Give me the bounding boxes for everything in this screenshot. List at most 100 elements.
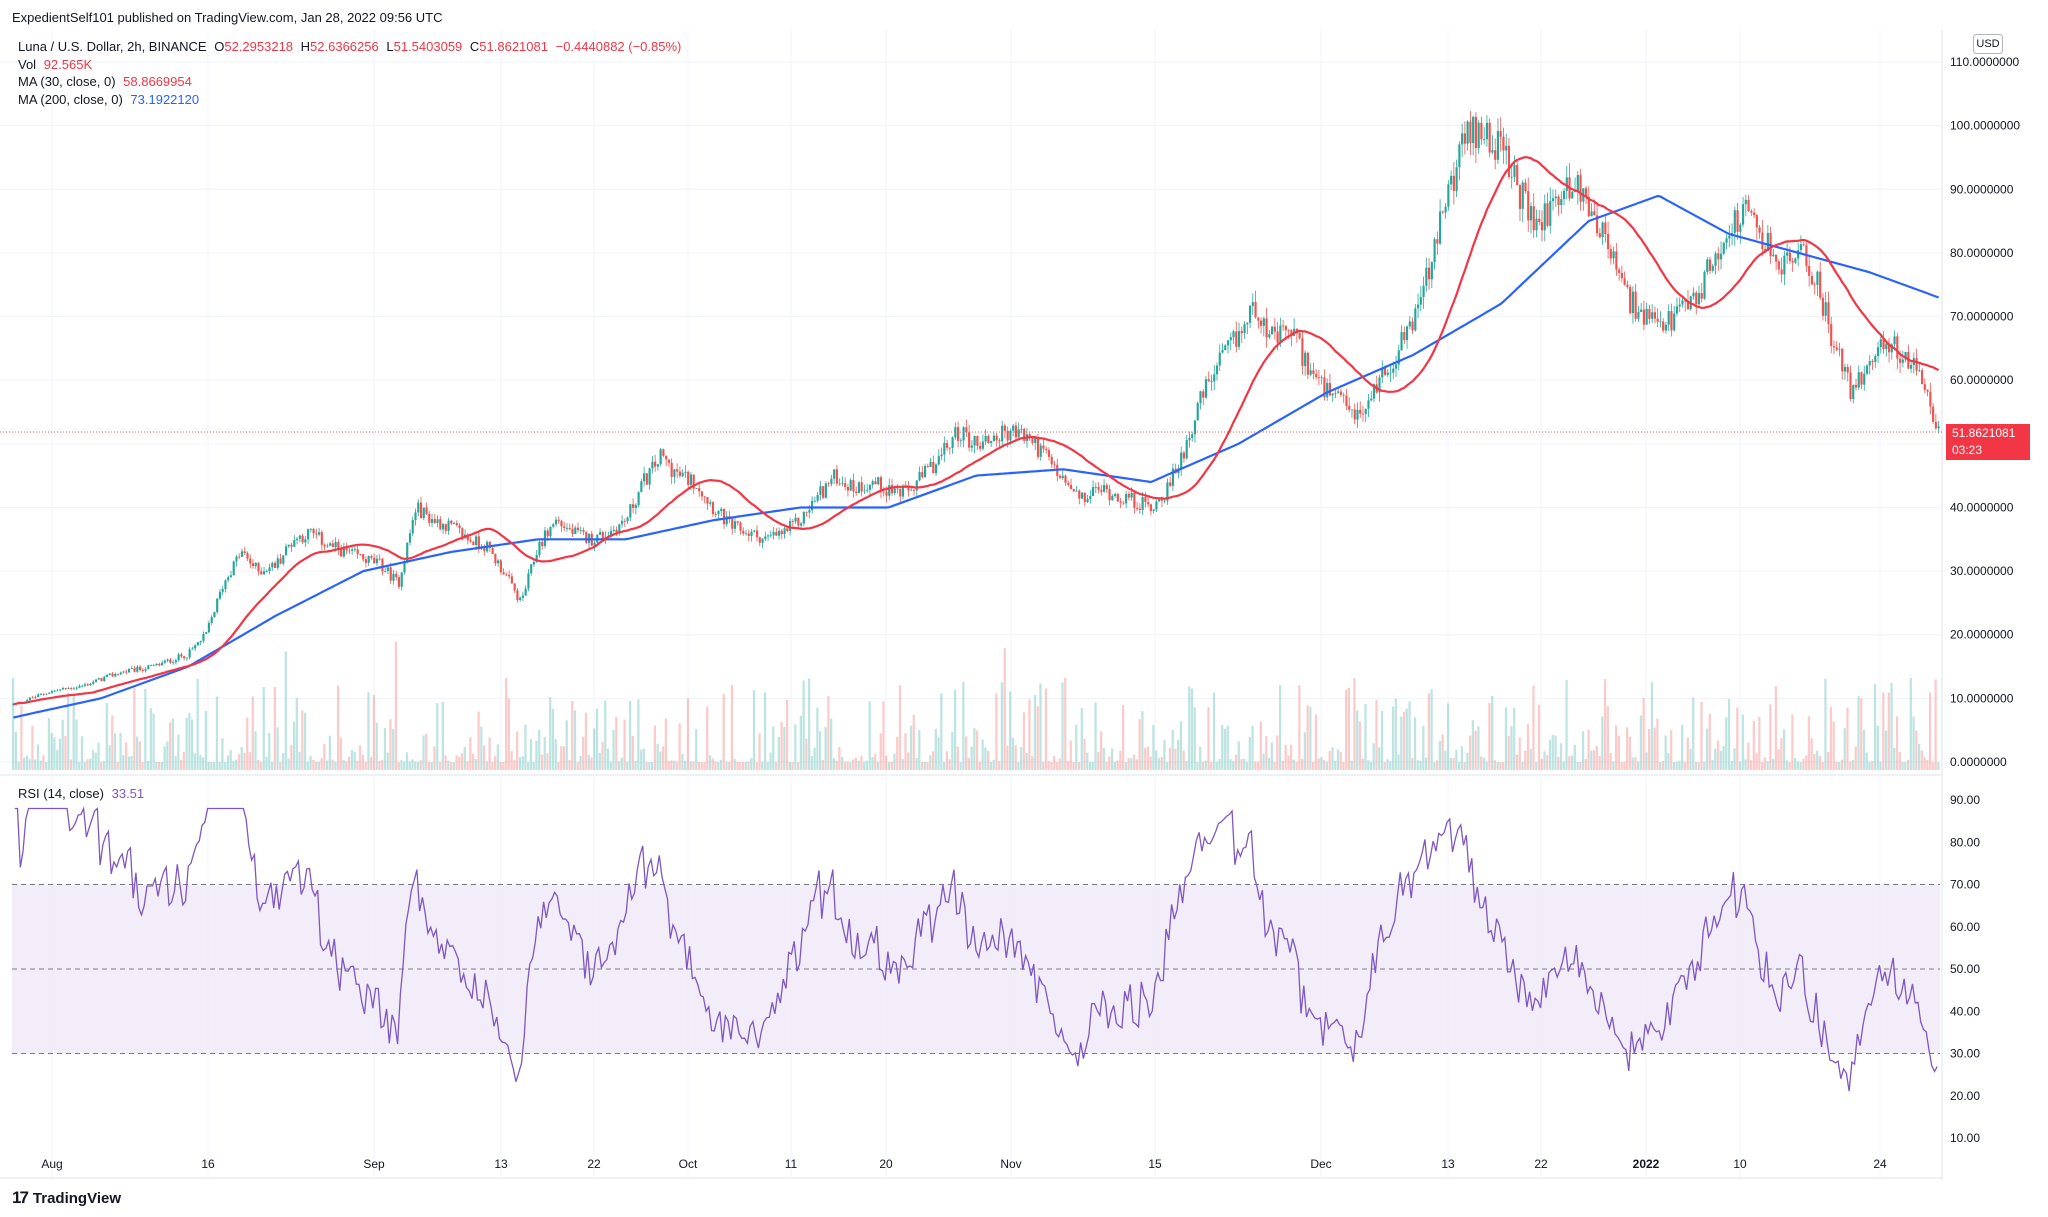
volume-bar (1000, 682, 1004, 770)
volume-bar (246, 717, 249, 770)
volume-bar (934, 728, 937, 770)
volume-bar (538, 729, 541, 770)
candle-body (309, 528, 312, 530)
volume-bar (1188, 686, 1191, 770)
volume-bar (1554, 735, 1557, 770)
volume-bar (243, 752, 246, 770)
volume-bar (810, 756, 813, 770)
volume-bar (513, 760, 516, 770)
candle-body (1207, 379, 1210, 382)
currency-button[interactable]: USD (1973, 34, 2003, 54)
volume-bar (637, 699, 640, 770)
volume-bar (455, 755, 458, 770)
candle-body (783, 528, 786, 535)
candle-body (213, 612, 216, 618)
volume-bar (505, 678, 508, 770)
volume-bar (1378, 747, 1381, 770)
x-tick-label: Oct (679, 1157, 698, 1171)
candle-body (331, 543, 334, 548)
volume-bar (989, 761, 993, 770)
volume-bar (769, 752, 772, 770)
volume-bar (1380, 710, 1384, 770)
volume-bar (730, 684, 734, 770)
volume-bar (813, 747, 816, 770)
volume-bar (1719, 750, 1722, 770)
candle-body (1254, 302, 1257, 318)
volume-bar (871, 757, 874, 770)
volume-bar (1281, 760, 1284, 770)
volume-bar (788, 761, 791, 770)
volume-bar (163, 746, 166, 770)
volume-bar (1254, 761, 1257, 770)
volume-bar (1694, 761, 1698, 770)
candle-body (979, 445, 982, 449)
candle-body (1885, 343, 1888, 350)
candle-body (725, 516, 728, 525)
volume-bar (521, 756, 524, 770)
candle-body (191, 648, 194, 650)
rsi-band (12, 884, 1940, 1054)
candle-body (1328, 383, 1332, 396)
candle-body (1034, 437, 1037, 443)
volume-bar (1543, 751, 1546, 770)
volume-bar (1576, 762, 1579, 770)
volume-bar (697, 761, 701, 770)
volume-bar (1521, 761, 1524, 770)
candle-body (508, 574, 511, 577)
volume-bar (427, 761, 431, 770)
candle-body (1444, 206, 1447, 213)
candle-body (235, 556, 238, 562)
volume-bar (942, 761, 946, 770)
candle-body (1502, 136, 1505, 151)
candle-body (1268, 334, 1271, 338)
volume-bar (510, 751, 513, 770)
candle-body (216, 598, 219, 613)
candle-body (408, 533, 412, 543)
candle-body (1383, 368, 1387, 375)
volume-bar (1127, 757, 1130, 770)
volume-bar (1221, 724, 1224, 770)
volume-bar (1537, 704, 1541, 770)
volume-bar (422, 735, 425, 770)
candle-body (1921, 370, 1924, 385)
volume-bar (1077, 761, 1081, 770)
candle-body (912, 489, 916, 491)
candle-body (1342, 394, 1345, 396)
candle-body (1587, 196, 1590, 217)
volume-bar (452, 761, 455, 770)
volume-bar (397, 761, 400, 770)
c-label: C (469, 39, 480, 54)
candle-body (706, 497, 709, 504)
volume-bar (1061, 682, 1064, 770)
candle-body (871, 481, 874, 485)
volume-bar (1747, 742, 1750, 770)
candle-body (249, 558, 252, 564)
volume-bar (1267, 758, 1271, 770)
volume-bar (1314, 714, 1318, 770)
candle-body (205, 632, 208, 634)
candle-body (260, 571, 263, 575)
volume-bar (568, 759, 571, 770)
candle-body (320, 532, 323, 545)
candle-body (108, 673, 111, 675)
volume-bar (28, 759, 31, 770)
volume-bar (218, 761, 221, 770)
candle-body (907, 487, 910, 491)
volume-bar (1862, 729, 1866, 770)
volume-bar (1854, 746, 1857, 770)
candle-body (329, 543, 332, 546)
volume-bar (1433, 761, 1436, 770)
volume-bar (1072, 761, 1075, 770)
candle-body (1028, 434, 1031, 438)
volume-bar (1667, 753, 1670, 770)
candle-body (1480, 122, 1483, 140)
volume-bar (199, 754, 202, 770)
volume-bar (673, 760, 676, 770)
candle-body (1890, 344, 1893, 353)
volume-bar (1287, 755, 1290, 770)
candle-body (56, 690, 59, 692)
x-tick-label: Aug (41, 1157, 62, 1171)
candle-body (1246, 322, 1249, 325)
candle-body (711, 502, 715, 515)
volume-bar (1166, 761, 1169, 770)
